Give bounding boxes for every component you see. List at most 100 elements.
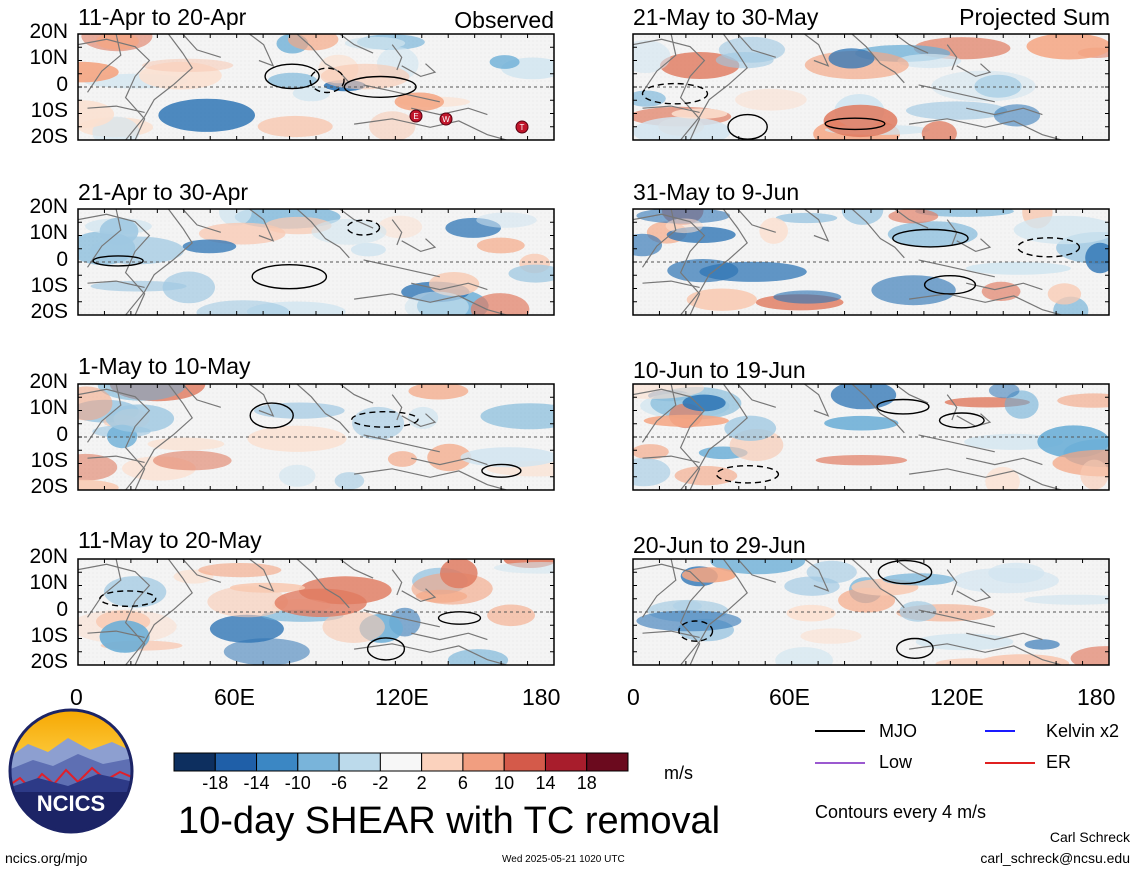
shear-shading <box>735 88 807 111</box>
coastline <box>87 384 122 443</box>
shear-shading <box>103 576 167 608</box>
coastline <box>966 282 1043 291</box>
shear-shading <box>823 104 898 138</box>
colorbar-swatch <box>421 752 464 772</box>
shear-shading <box>1070 646 1109 665</box>
coastline <box>296 34 350 84</box>
shear-shading <box>78 386 113 421</box>
shear-shading <box>78 453 118 481</box>
shear-shading <box>915 209 1014 217</box>
coastline <box>87 209 122 268</box>
shear-shading <box>198 563 282 578</box>
mjo-contour <box>938 412 985 429</box>
coastline <box>401 63 437 78</box>
map-panel <box>632 33 1110 141</box>
shear-shading <box>487 604 535 627</box>
shear-shading <box>665 218 703 234</box>
coastline <box>918 84 995 103</box>
colorbar-label: -14 <box>243 773 270 793</box>
mjo-legend-label: MJO <box>879 721 917 741</box>
legend-lines-2 <box>985 762 1035 764</box>
legend-lines <box>815 730 1015 764</box>
colorbar-label: -6 <box>331 773 348 793</box>
mjo-contour <box>92 255 144 267</box>
x-axis-label: 120E <box>930 684 984 710</box>
contours-note: Contours every 4 m/s <box>815 802 987 822</box>
coastline <box>296 559 350 609</box>
coastline <box>391 569 403 596</box>
mjo-contour <box>641 82 709 105</box>
coastline <box>363 609 440 628</box>
shear-shading <box>207 586 288 618</box>
shear-shading <box>964 433 1064 450</box>
shear-shading <box>480 403 554 430</box>
colorbar-label: -10 <box>284 773 311 793</box>
shear-shading <box>460 447 554 468</box>
shear-shading <box>906 101 1008 120</box>
shear-shading <box>682 394 726 412</box>
shear-shading <box>447 649 509 665</box>
y-axis-label: 20N <box>29 195 68 218</box>
shear-shading <box>633 457 671 487</box>
shear-shading <box>633 444 669 460</box>
coastline <box>642 630 700 638</box>
coastline <box>87 455 145 463</box>
coastline <box>894 34 929 54</box>
shear-shading <box>633 116 731 140</box>
coastline <box>125 384 193 490</box>
coastline <box>804 559 830 592</box>
coastline <box>956 588 992 603</box>
colorbar-swatch <box>256 752 299 772</box>
shear-shading <box>219 209 252 226</box>
coastline <box>354 293 507 315</box>
y-axis-label: 10S <box>30 624 68 647</box>
shear-shading <box>209 614 284 643</box>
y-axis-label: 10N <box>29 396 68 419</box>
coastline <box>339 209 374 229</box>
x-axis-label: 120E <box>375 684 429 710</box>
colorbar-swatch <box>586 752 629 772</box>
mjo-contour <box>892 228 969 248</box>
colorbar-swatch <box>379 752 423 772</box>
shear-shading <box>1085 242 1109 274</box>
coastline <box>339 559 374 579</box>
ncics-logo: NCICS <box>8 708 134 834</box>
y-axis-label: 10S <box>30 99 68 122</box>
shear-shading <box>686 288 757 311</box>
mjo-contour <box>896 637 934 659</box>
coastline <box>411 282 488 291</box>
mjo-contour <box>437 611 482 625</box>
map-panel <box>632 558 1110 666</box>
coastline <box>909 643 1062 665</box>
author-name: Carl Schreck <box>1049 829 1130 845</box>
shear-shading <box>288 34 339 51</box>
shear-shading <box>493 562 554 574</box>
panel-title: 10-Jun to 19-Jun <box>633 357 806 383</box>
coastline <box>125 34 193 140</box>
shear-shading <box>643 414 729 427</box>
map-panel <box>77 33 555 141</box>
coastline <box>966 632 1043 641</box>
colorbar-units: m/s <box>664 763 693 783</box>
shear-shading <box>773 290 842 304</box>
shear-shading <box>899 601 937 622</box>
colorbar-label: -18 <box>202 773 229 793</box>
kelvin-legend-label: Kelvin x2 <box>1046 721 1120 741</box>
coastline <box>851 559 905 609</box>
coastline <box>182 209 221 233</box>
coastline <box>737 384 776 408</box>
coastline <box>633 388 706 490</box>
mjo-contour <box>678 620 714 642</box>
coastline <box>78 388 151 490</box>
coastline <box>249 559 275 592</box>
shear-shading <box>882 573 955 586</box>
shear-shading <box>1026 34 1109 60</box>
panel-title: 1-May to 10-May <box>78 353 251 379</box>
shear-shading <box>824 415 899 431</box>
shear-shading <box>78 61 119 83</box>
y-axis-label: 20N <box>29 20 68 43</box>
shear-shading <box>710 559 806 575</box>
coastline <box>363 434 440 453</box>
shear-shading <box>931 70 1036 102</box>
coastline <box>182 559 221 583</box>
